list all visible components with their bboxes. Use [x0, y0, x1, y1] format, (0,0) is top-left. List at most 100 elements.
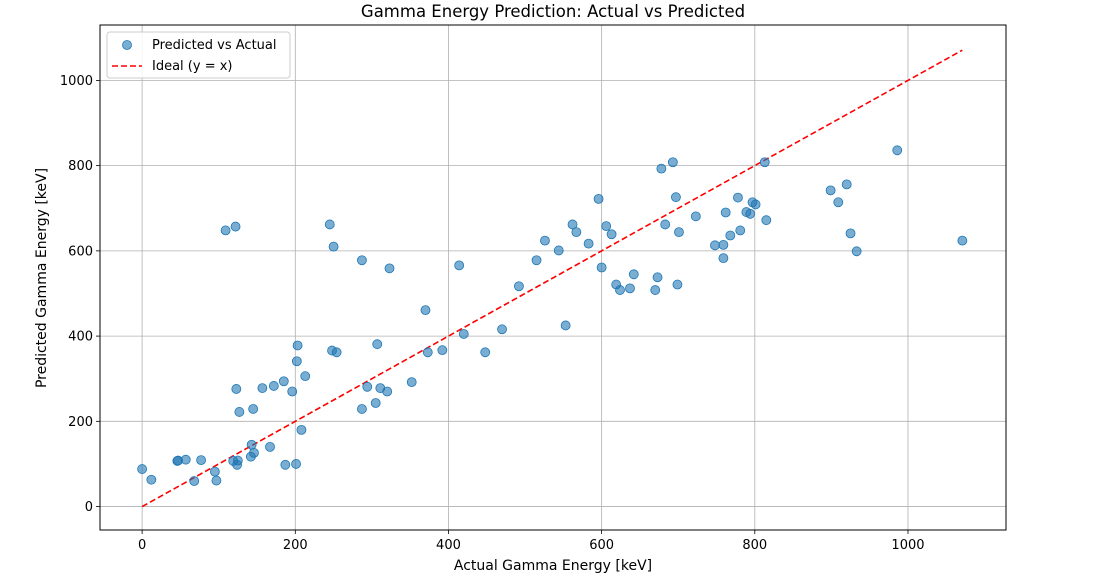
scatter-point	[458, 329, 469, 339]
scatter-point	[567, 219, 578, 230]
scatter-point	[625, 283, 635, 294]
scatter-point	[851, 246, 862, 257]
legend-label-scatter: Predicted vs Actual	[152, 38, 276, 53]
scatter-point	[733, 192, 743, 203]
scatter-point	[957, 235, 968, 246]
scatter-point	[674, 227, 684, 238]
scatter-point	[209, 466, 220, 477]
scatter-point	[146, 474, 157, 485]
scatter-point	[672, 279, 683, 290]
scatter-point	[750, 199, 761, 210]
scatter-point	[268, 381, 279, 391]
plot-frame	[99, 24, 1007, 531]
scatter-point	[845, 228, 856, 239]
scatter-point	[292, 340, 303, 351]
scatter-point	[437, 345, 448, 356]
scatter-point	[220, 225, 231, 236]
scatter-point	[553, 245, 564, 256]
y-tick-label: 400	[68, 330, 93, 345]
scatter-point	[720, 207, 731, 218]
scatter-point	[211, 475, 222, 486]
scatter-point	[735, 225, 746, 236]
scatter-point	[656, 163, 667, 174]
scatter-point	[420, 305, 431, 316]
scatter-point	[615, 285, 625, 295]
scatter-point	[372, 339, 383, 350]
y-tick-label: 800	[68, 159, 93, 174]
chart-title: Gamma Energy Prediction: Actual vs Predi…	[361, 2, 745, 21]
scatter-point	[278, 376, 289, 387]
scatter-point	[583, 238, 594, 249]
scatter-point	[291, 459, 301, 469]
scatter-point	[357, 255, 367, 266]
scatter-point	[892, 145, 903, 156]
scatter-point	[560, 320, 571, 331]
scatter-point	[718, 239, 729, 250]
scatter-point	[667, 157, 678, 168]
scatter-point	[606, 229, 617, 240]
x-axis-title: Actual Gamma Energy [keV]	[454, 558, 652, 574]
scatter-point	[725, 230, 736, 241]
y-axis-title: Predicted Gamma Energy [keV]	[34, 168, 50, 388]
x-tick-label: 0	[138, 538, 146, 553]
scatter-point	[660, 219, 671, 230]
scatter-point	[759, 157, 770, 168]
scatter-point	[328, 241, 339, 252]
scatter-point	[357, 404, 367, 414]
scatter-point	[761, 215, 772, 226]
scatter-point	[180, 454, 191, 465]
y-tick-label: 600	[68, 244, 93, 259]
scatter-point	[601, 221, 612, 232]
scatter-point	[628, 269, 639, 280]
scatter-point	[690, 211, 701, 222]
scatter-point	[296, 424, 307, 435]
scatter-point	[718, 253, 729, 264]
ideal-line-layer	[141, 49, 963, 508]
scatter-point	[384, 263, 395, 274]
scatter-point	[593, 193, 604, 204]
scatter-point	[234, 407, 245, 417]
x-tick-label: 800	[742, 538, 767, 553]
scatter-point	[196, 455, 206, 466]
scatter-point	[480, 347, 491, 358]
y-tick-label: 200	[68, 415, 93, 430]
scatter-point	[249, 447, 259, 458]
scatter-point	[422, 347, 433, 358]
x-tick-label: 200	[283, 538, 308, 553]
scatter-point	[531, 255, 542, 266]
scatter-point	[652, 272, 663, 283]
x-tick-label: 600	[589, 538, 614, 553]
scatter-point	[571, 227, 582, 238]
scatter-point	[497, 324, 507, 335]
scatter-point	[362, 381, 373, 392]
scatter-point	[514, 281, 524, 292]
scatter-point	[231, 384, 242, 394]
scatter-points	[137, 145, 968, 486]
scatter-point	[382, 386, 393, 397]
scatter-point	[137, 464, 148, 474]
scatter-point	[650, 285, 661, 295]
legend-marker-scatter	[122, 40, 132, 50]
y-tick-label: 1000	[60, 74, 93, 89]
legend-box	[106, 31, 291, 79]
scatter-point	[291, 356, 302, 367]
scatter-point	[248, 404, 259, 414]
scatter-point	[833, 197, 844, 208]
y-tick-label: 0	[85, 500, 93, 515]
ideal-line	[141, 49, 963, 508]
scatter-point	[671, 192, 681, 203]
x-tick-label: 400	[436, 538, 461, 553]
x-tick-label: 1000	[891, 538, 924, 553]
scatter-point	[280, 459, 291, 470]
scatter-point	[331, 347, 342, 358]
legend-label-ideal: Ideal (y = x)	[152, 59, 232, 74]
scatter-point	[246, 439, 257, 450]
scatter-point	[710, 240, 720, 251]
scatter-point	[841, 179, 852, 190]
y-axis-ticks: 0 200 400 600 800 1000	[60, 74, 100, 515]
scatter-point	[540, 235, 550, 246]
x-axis-ticks: 0 200 400 600 800 1000	[138, 530, 925, 553]
scatter-point	[230, 221, 241, 232]
